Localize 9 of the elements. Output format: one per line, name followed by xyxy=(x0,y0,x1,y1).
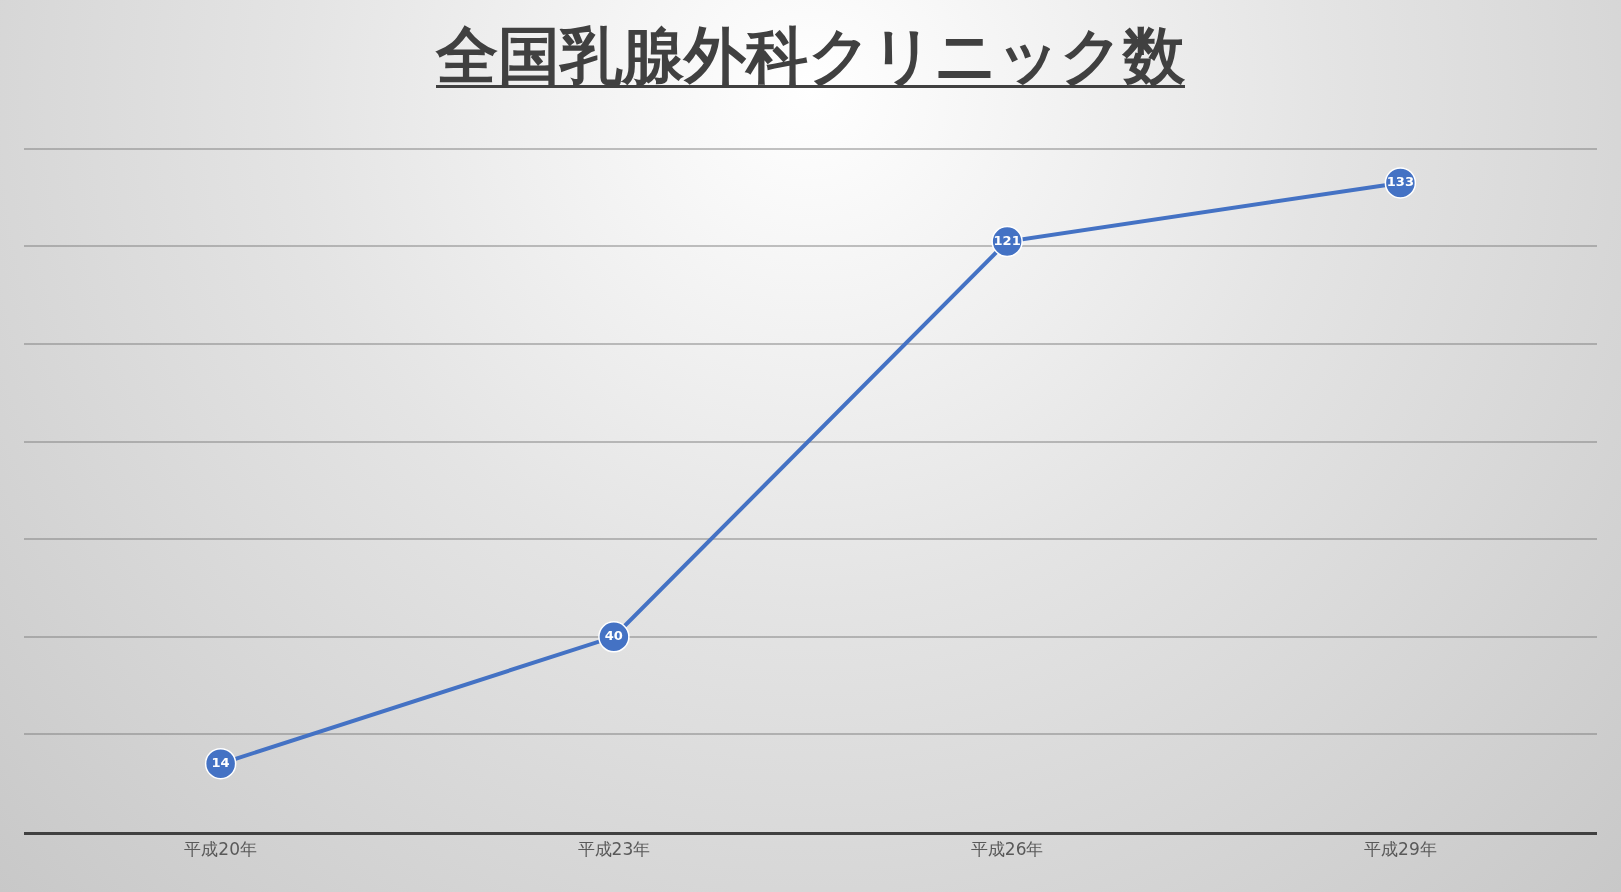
data-label: 133 xyxy=(1386,174,1414,190)
data-label: 121 xyxy=(993,232,1021,248)
x-tick-label: 平成26年 xyxy=(970,839,1044,860)
x-tick-label: 平成23年 xyxy=(577,839,651,860)
x-tick-label: 平成29年 xyxy=(1364,839,1437,860)
data-label: 14 xyxy=(211,754,230,770)
x-tick-label: 平成20年 xyxy=(184,839,257,860)
chart-title: 全国乳腺外科クリニック数 xyxy=(436,19,1185,92)
data-label: 40 xyxy=(604,628,623,644)
